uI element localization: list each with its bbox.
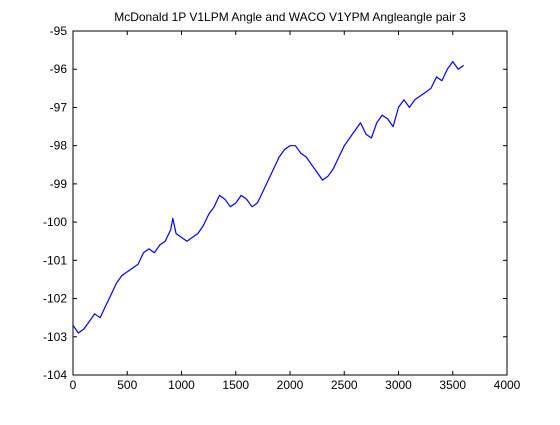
x-tick-label: 2000 <box>277 378 304 392</box>
series-line-1 <box>72 61 464 334</box>
chart-title: McDonald 1P V1LPM Angle and WACO V1YPM A… <box>114 10 466 24</box>
x-tick-label: 3500 <box>439 378 466 392</box>
y-tick-label: -101 <box>43 253 67 267</box>
y-tick-label: -102 <box>43 292 67 306</box>
y-tick-label: -96 <box>50 62 68 76</box>
x-tick-label: 3000 <box>385 378 412 392</box>
y-tick-label: -99 <box>50 177 68 191</box>
y-tick-label: -98 <box>50 139 68 153</box>
x-tick-label: 0 <box>70 378 77 392</box>
x-tick-label: 1500 <box>222 378 249 392</box>
y-tick-label: -100 <box>43 215 67 229</box>
y-tick-label: -104 <box>43 368 67 382</box>
y-tick-label: -97 <box>50 100 68 114</box>
axes-frame <box>72 30 508 376</box>
x-tick-label: 500 <box>117 378 137 392</box>
y-tick-label: -103 <box>43 330 67 344</box>
x-tick-label: 2500 <box>331 378 358 392</box>
y-tick-label: -95 <box>50 24 68 38</box>
x-tick-label: 4000 <box>494 378 521 392</box>
x-tick-label: 1000 <box>168 378 195 392</box>
